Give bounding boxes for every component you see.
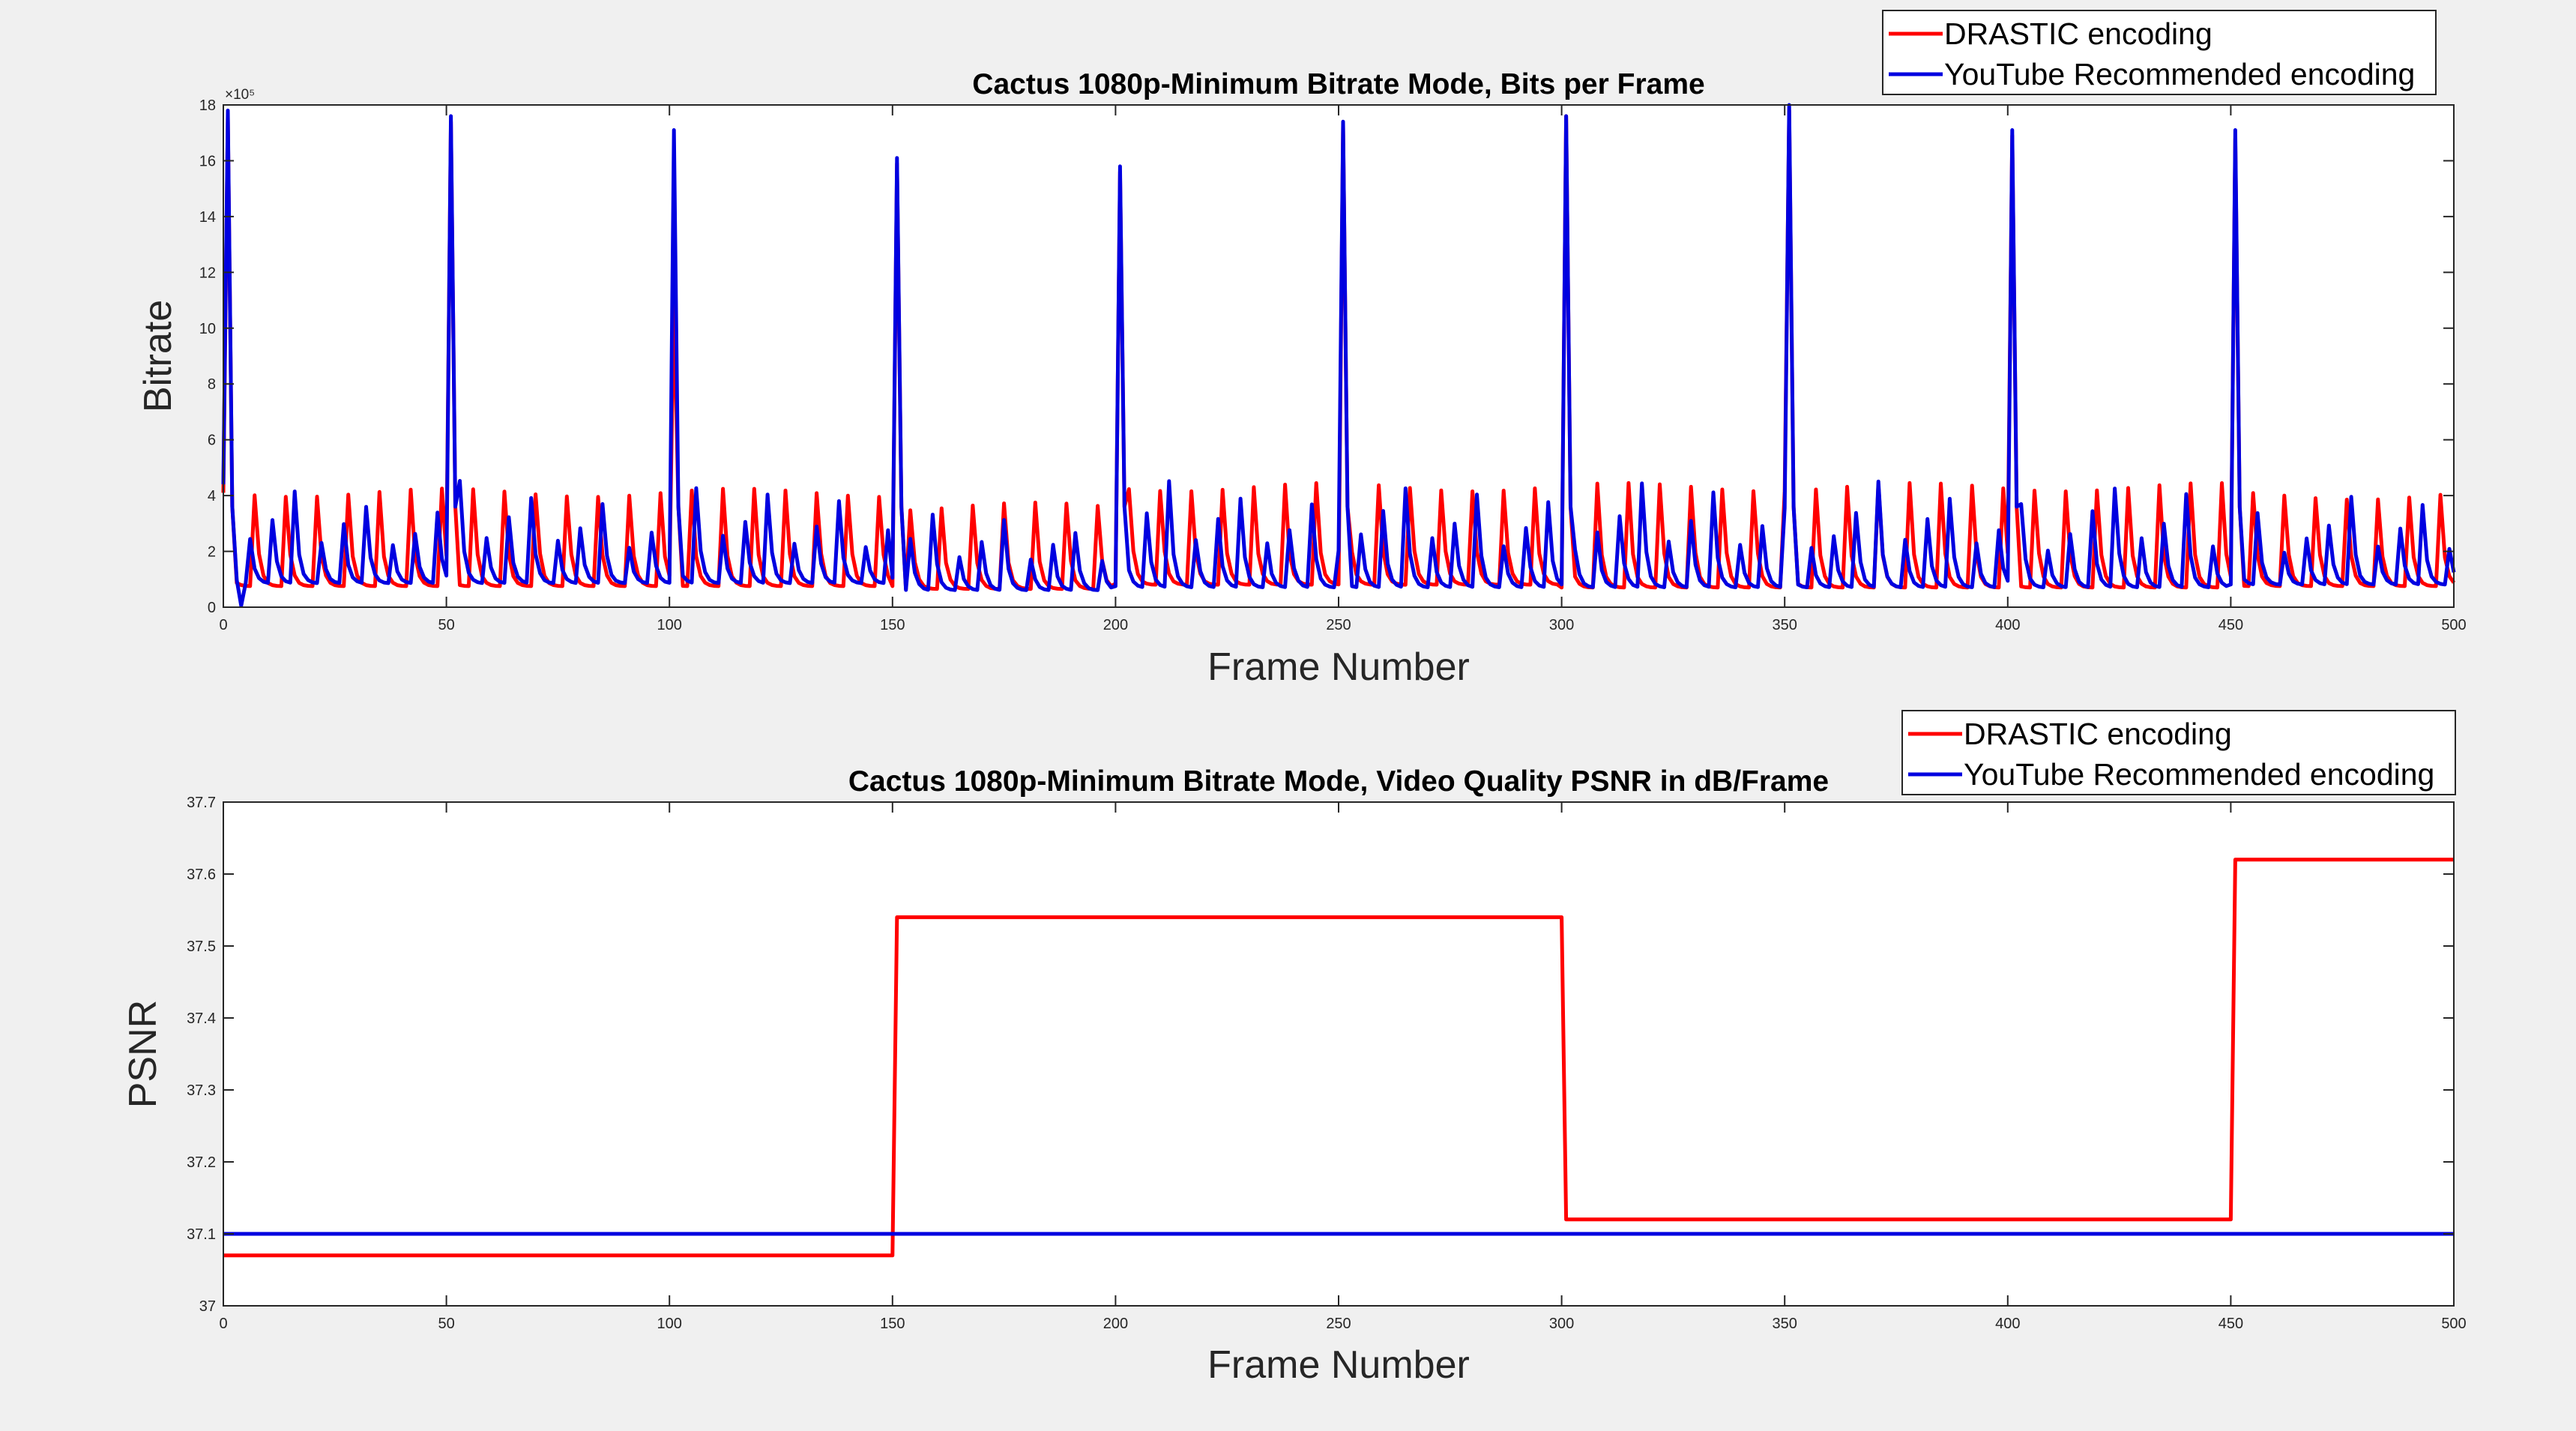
x-tick-label: 450	[2218, 617, 2243, 633]
x-tick-label: 50	[438, 1316, 454, 1332]
x-tick-label: 400	[1995, 617, 2020, 633]
y-tick-label: 16	[199, 153, 216, 169]
chart-title: Cactus 1080p-Minimum Bitrate Mode, Video…	[848, 765, 1829, 798]
y-tick-label: 37.1	[187, 1226, 216, 1243]
y-tick-label: 37.2	[187, 1154, 216, 1171]
x-tick-label: 350	[1773, 1316, 1797, 1332]
x-tick-label: 100	[657, 1316, 682, 1332]
y-tick-label: 37.3	[187, 1082, 216, 1099]
y-tick-label: 37	[199, 1298, 216, 1315]
y-tick-label: 10	[199, 321, 216, 337]
y-tick-label: 4	[208, 488, 216, 504]
legend-label-drastic: DRASTIC encoding	[1964, 717, 2232, 751]
x-tick-label: 250	[1326, 1316, 1351, 1332]
y-axis-label: PSNR	[121, 1000, 165, 1108]
y-tick-label: 37.6	[187, 867, 216, 883]
x-tick-label: 400	[1995, 1316, 2020, 1332]
x-axis-label: Frame Number	[1207, 645, 1470, 689]
x-tick-label: 0	[219, 617, 227, 633]
y-exponent-label: ×10⁵	[225, 87, 255, 103]
x-tick-label: 500	[2441, 617, 2466, 633]
x-axis-label: Frame Number	[1207, 1343, 1470, 1387]
legend-box	[1901, 710, 2456, 795]
y-axis-label: Bitrate	[136, 300, 180, 412]
y-tick-label: 8	[208, 376, 216, 393]
x-tick-label: 150	[880, 617, 905, 633]
legend-box	[1882, 10, 2437, 95]
y-tick-label: 18	[199, 97, 216, 114]
legend-label-youtube: YouTube Recommended encoding	[1944, 57, 2415, 91]
x-tick-label: 100	[657, 617, 682, 633]
x-tick-label: 150	[880, 1316, 905, 1332]
legend-label-youtube: YouTube Recommended encoding	[1964, 757, 2434, 792]
psnr-chart: 0 50 100 150 200 250 300 350 400 450 500 37 37.1 37.2…	[121, 710, 2467, 1387]
x-tick-label: 350	[1773, 617, 1797, 633]
x-tick-label: 300	[1549, 617, 1574, 633]
x-tick-label: 200	[1103, 1316, 1128, 1332]
y-tick-label: 2	[208, 544, 216, 561]
y-tick-label: 14	[199, 209, 216, 226]
y-tick-label: 37.5	[187, 939, 216, 955]
series-line-youtube	[221, 103, 2456, 608]
series-line-drastic	[223, 858, 2454, 1258]
y-tick-label: 12	[199, 265, 216, 281]
plot-area	[223, 802, 2454, 1306]
bitrate-chart: 0 50 100 150 200 250 300 350 400 450 500 0 2 4 6 8 10 12 1…	[136, 10, 2467, 689]
x-tick-label: 500	[2441, 1316, 2466, 1332]
x-tick-label: 50	[438, 617, 454, 633]
legend: DRASTIC encoding YouTube Recommended enco…	[1882, 10, 2437, 95]
y-tick-label: 6	[208, 433, 216, 449]
x-tick-label: 250	[1326, 617, 1351, 633]
x-tick-label: 200	[1103, 617, 1128, 633]
x-tick-label: 0	[219, 1316, 227, 1332]
legend: DRASTIC encoding YouTube Recommended enco…	[1901, 710, 2456, 795]
x-tick-label: 450	[2218, 1316, 2243, 1332]
y-tick-label: 37.4	[187, 1010, 216, 1027]
chart-title: Cactus 1080p-Minimum Bitrate Mode, Bits …	[972, 68, 1704, 100]
y-tick-label: 0	[208, 600, 216, 616]
y-tick-label: 37.7	[187, 795, 216, 811]
x-tick-label: 300	[1549, 1316, 1574, 1332]
legend-label-drastic: DRASTIC encoding	[1944, 16, 2212, 51]
